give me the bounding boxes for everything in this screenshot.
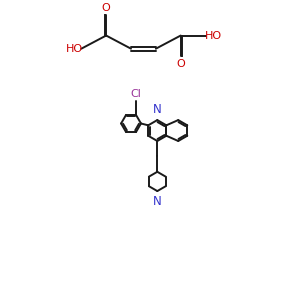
Text: O: O xyxy=(102,3,110,13)
Text: N: N xyxy=(153,195,162,208)
Text: HO: HO xyxy=(205,31,222,40)
Text: N: N xyxy=(153,103,162,116)
Text: HO: HO xyxy=(65,44,83,54)
Text: O: O xyxy=(176,59,185,69)
Text: Cl: Cl xyxy=(130,89,141,99)
